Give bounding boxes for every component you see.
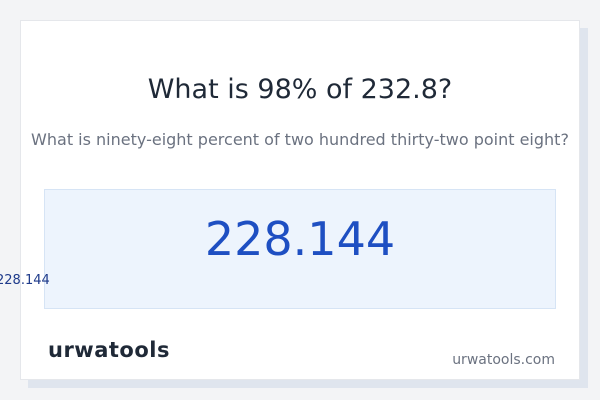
result-value: 228.144 [204, 212, 396, 266]
result-copy: 228.144 [0, 273, 50, 288]
result-box [44, 189, 556, 309]
title: What is 98% of 232.8? [147, 74, 453, 105]
logo[interactable]: urwatools [48, 338, 170, 362]
site-url[interactable]: urwatools.com [452, 352, 555, 368]
subtitle: What is ninety-eight percent of two hund… [31, 130, 569, 149]
